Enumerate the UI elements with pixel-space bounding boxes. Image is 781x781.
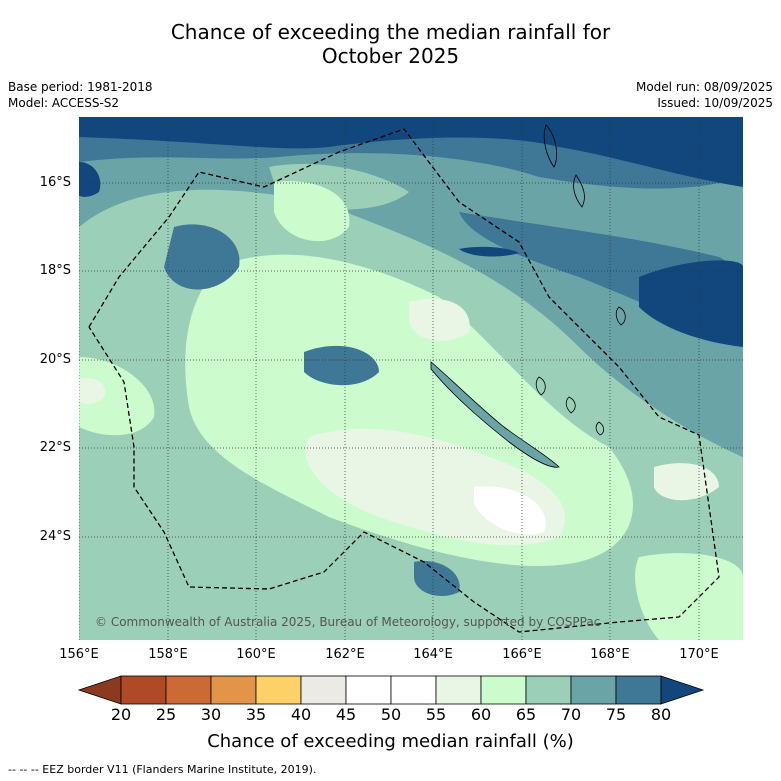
colorbar-tick-60: 60 xyxy=(470,705,492,724)
colorbar-segment xyxy=(525,675,572,705)
issued-date: Issued: 10/09/2025 xyxy=(657,96,773,110)
chart-title-line-2: October 2025 xyxy=(321,44,460,68)
contour-over-80-patch xyxy=(459,246,519,257)
colorbar-segment xyxy=(300,675,347,705)
contour-75-80-centre xyxy=(304,345,379,386)
graticule xyxy=(79,117,743,640)
colorbar-tick-25: 25 xyxy=(155,705,177,724)
lon-label-156e: 156°E xyxy=(59,647,99,662)
colorbar xyxy=(78,675,705,705)
lon-label-160e: 160°E xyxy=(236,647,276,662)
colorbar-segment xyxy=(570,675,617,705)
contour-over-80 xyxy=(79,117,743,187)
lat-label-18s: 18°S xyxy=(39,263,71,278)
colorbar-tick-30: 30 xyxy=(200,705,222,724)
colorbar-segment xyxy=(210,675,257,705)
contour-55-60-west xyxy=(79,378,106,404)
colorbar-tick-50: 50 xyxy=(380,705,402,724)
colorbar-segment xyxy=(120,675,167,705)
lat-label-22s: 22°S xyxy=(39,440,71,455)
contour-over-80-east xyxy=(639,260,743,347)
colorbar-segment xyxy=(390,675,437,705)
eez-footnote: -- -- -- EEZ border V11 (Flanders Marine… xyxy=(8,763,317,776)
new-caledonia-island xyxy=(430,361,560,468)
eez-border xyxy=(88,128,720,633)
contour-60-65-north xyxy=(274,181,350,242)
contour-55-60-centre xyxy=(409,298,470,341)
contour-75-80-west xyxy=(164,224,240,290)
base-period: Base period: 1981-2018 xyxy=(8,80,153,94)
lon-label-166e: 166°E xyxy=(502,647,542,662)
colorbar-tick-45: 45 xyxy=(335,705,357,724)
lon-label-170e: 170°E xyxy=(679,647,719,662)
colorbar-tick-55: 55 xyxy=(425,705,447,724)
islands xyxy=(535,124,626,436)
lon-label-158e: 158°E xyxy=(148,647,188,662)
colorbar-label: Chance of exceeding median rainfall (%) xyxy=(207,731,574,752)
colorbar-tick-65: 65 xyxy=(515,705,537,724)
colorbar-tick-20: 20 xyxy=(110,705,132,724)
colorbar-tick-70: 70 xyxy=(560,705,582,724)
colorbar-segment xyxy=(435,675,482,705)
colorbar-tick-75: 75 xyxy=(605,705,627,724)
colorbar-arrow-high xyxy=(660,675,705,705)
contour-over-80-west xyxy=(79,162,101,197)
colorbar-tick-80: 80 xyxy=(650,705,672,724)
lat-label-24s: 24°S xyxy=(39,529,71,544)
model-name: Model: ACCESS-S2 xyxy=(8,96,120,110)
copyright-notice: © Commonwealth of Australia 2025, Bureau… xyxy=(95,615,600,629)
colorbar-arrow-low xyxy=(78,675,122,705)
lon-label-164e: 164°E xyxy=(413,647,453,662)
colorbar-segment xyxy=(255,675,302,705)
contour-55-60-east xyxy=(654,463,719,501)
contour-60-65-west xyxy=(79,357,155,436)
chart-title-line-1: Chance of exceeding the median rainfall … xyxy=(170,20,611,44)
lon-label-162e: 162°E xyxy=(325,647,365,662)
colorbar-tick-35: 35 xyxy=(245,705,267,724)
colorbar-segment xyxy=(345,675,392,705)
colorbar-tick-40: 40 xyxy=(290,705,312,724)
contour-60-65-se xyxy=(635,553,743,640)
contour-75-80-south xyxy=(414,561,460,597)
lon-label-168e: 168°E xyxy=(590,647,630,662)
colorbar-segment xyxy=(165,675,212,705)
colorbar-segment xyxy=(480,675,527,705)
lat-label-16s: 16°S xyxy=(39,175,71,190)
lat-label-20s: 20°S xyxy=(39,352,71,367)
rainfall-map: © Commonwealth of Australia 2025, Bureau… xyxy=(79,117,743,640)
colorbar-segment xyxy=(615,675,662,705)
model-run: Model run: 08/09/2025 xyxy=(635,80,773,94)
contour-50-55 xyxy=(474,486,546,535)
